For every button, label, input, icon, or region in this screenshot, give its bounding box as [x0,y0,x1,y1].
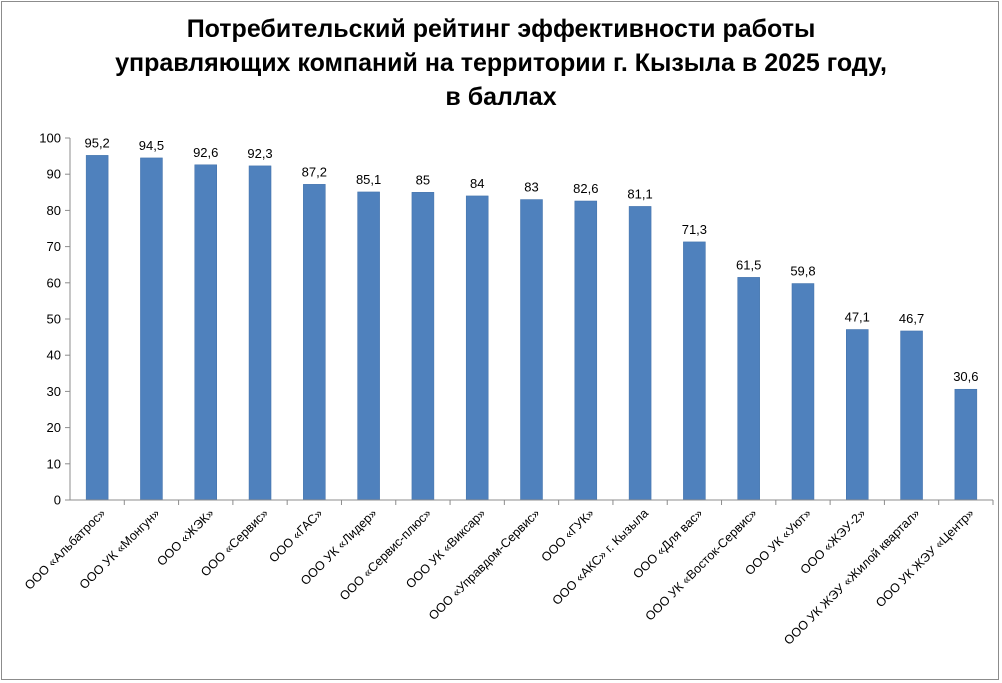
bar [411,192,435,501]
axes [69,138,994,505]
category-label: ООО УК «Восток-Сервис» [643,506,760,623]
bar [628,206,652,501]
bar [140,157,163,501]
chart-title-line-2: управляющих компаний на территории г. Кы… [115,49,887,77]
data-label: 59,8 [790,264,815,279]
data-label: 30,6 [953,369,978,384]
chart-title-line-3: в баллах [445,83,557,111]
chart-title: Потребительский рейтинг эффективности ра… [0,12,1002,114]
category-label: ООО «Управдом-Сервис» [426,506,543,623]
bars [85,155,978,501]
y-tick-label: 90 [47,167,61,182]
y-tick-label: 40 [47,348,61,363]
data-label: 82,6 [573,181,598,196]
data-labels: 95,2 94,5 92,6 92,3 87,2 85,1 85 84 83 82,6 81,1 71… [84,135,978,384]
data-label: 71,3 [682,222,707,237]
y-tick-label: 0 [54,493,61,508]
bar [791,283,815,501]
y-tick-label: 80 [47,203,61,218]
bar [303,184,326,501]
bar [846,329,869,501]
data-label: 95,2 [84,135,109,150]
data-label: 61,5 [736,257,761,272]
category-label: ООО «Сервис-плюс» [337,506,434,603]
bar [357,191,380,501]
y-tick-label: 70 [47,239,61,254]
data-label: 92,3 [247,146,272,161]
category-label: ООО «ГАС» [266,506,325,565]
y-tick-label: 10 [47,456,61,471]
data-label: 83 [524,180,538,195]
y-tick-label: 100 [39,131,61,146]
bar [248,165,272,501]
bar [737,277,760,501]
data-label: 47,1 [845,309,870,324]
y-axis-ticks: 0 10 20 30 40 50 60 70 80 90 100 [39,131,70,508]
category-labels: ООО «Альбатрос»ООО УК «Монгун»ООО «ЖЭК»О… [22,506,977,647]
y-tick-label: 30 [47,384,61,399]
data-label: 92,6 [193,145,218,160]
data-label: 85,1 [356,172,381,187]
y-tick-label: 50 [47,312,61,327]
category-label: ООО «ГУК» [539,506,597,564]
bar [85,155,109,501]
bar [520,199,543,501]
bar [574,200,598,501]
data-label: 84 [470,176,484,191]
chart-title-line-1: Потребительский рейтинг эффективности ра… [186,15,816,43]
category-label: ООО «АКС» г. Кызыла [550,506,652,608]
data-label: 81,1 [627,186,652,201]
category-label: ООО УК ЖЭУ «Центр» [873,506,977,610]
y-tick-label: 20 [47,420,61,435]
data-label: 94,5 [139,138,164,153]
bar [194,164,217,501]
bar [465,195,489,501]
data-label: 85 [416,172,430,187]
bar [900,330,923,501]
data-label: 87,2 [302,164,327,179]
data-label: 46,7 [899,311,924,326]
y-tick-label: 60 [47,275,61,290]
bar [683,241,706,501]
bar [954,388,978,501]
